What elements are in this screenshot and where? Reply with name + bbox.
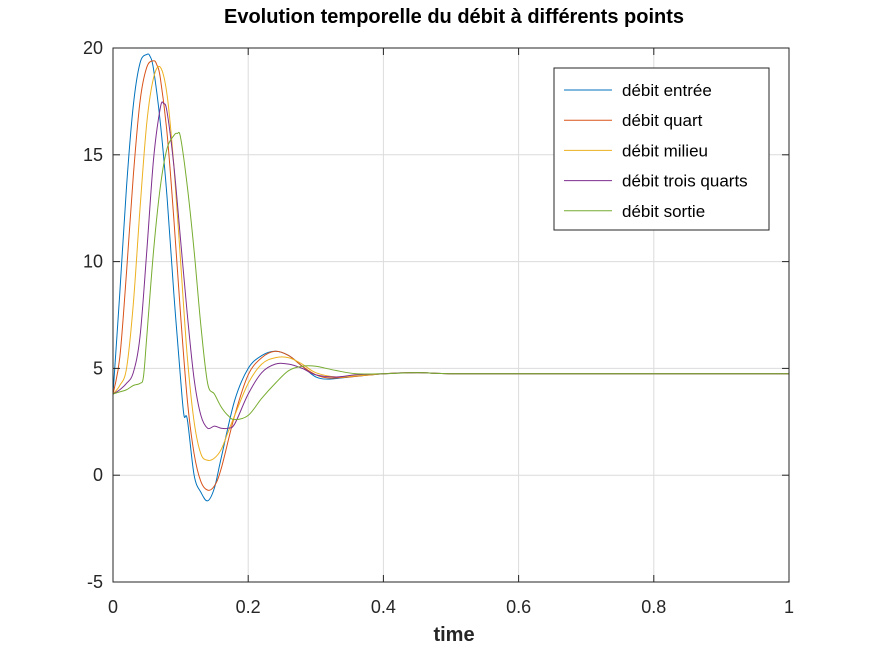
- x-tick-label: 0: [108, 597, 118, 617]
- x-tick-label: 0.2: [236, 597, 261, 617]
- x-tick-label: 1: [784, 597, 794, 617]
- y-tick-label: -5: [87, 572, 103, 592]
- x-tick-label: 0.6: [506, 597, 531, 617]
- x-tick-label: 0.4: [371, 597, 396, 617]
- x-axis-label: time: [433, 624, 474, 646]
- legend: débit entrée débit quart débit milieu débit…: [553, 67, 770, 231]
- y-tick-label: 20: [83, 38, 103, 58]
- legend-label: débit trois quarts: [622, 172, 748, 191]
- x-tick-label: 0.8: [641, 597, 666, 617]
- legend-label: débit entrée: [622, 81, 712, 100]
- y-tick-label: 15: [83, 145, 103, 165]
- y-tick-label: 5: [93, 358, 103, 378]
- legend-label: débit milieu: [622, 141, 708, 160]
- series-line-5: [112, 131, 789, 421]
- y-tick-label: 10: [83, 252, 103, 272]
- series-lines: [112, 53, 789, 502]
- y-tick-label: 0: [93, 465, 103, 485]
- chart-title: Evolution temporelle du débit à différen…: [224, 6, 684, 28]
- legend-label: débit quart: [622, 111, 703, 130]
- plot-area-frame: [112, 47, 790, 583]
- legend-items: débit entrée débit quart débit milieu débit…: [564, 81, 748, 221]
- legend-label: débit sortie: [622, 202, 705, 221]
- legend-box: [553, 67, 770, 231]
